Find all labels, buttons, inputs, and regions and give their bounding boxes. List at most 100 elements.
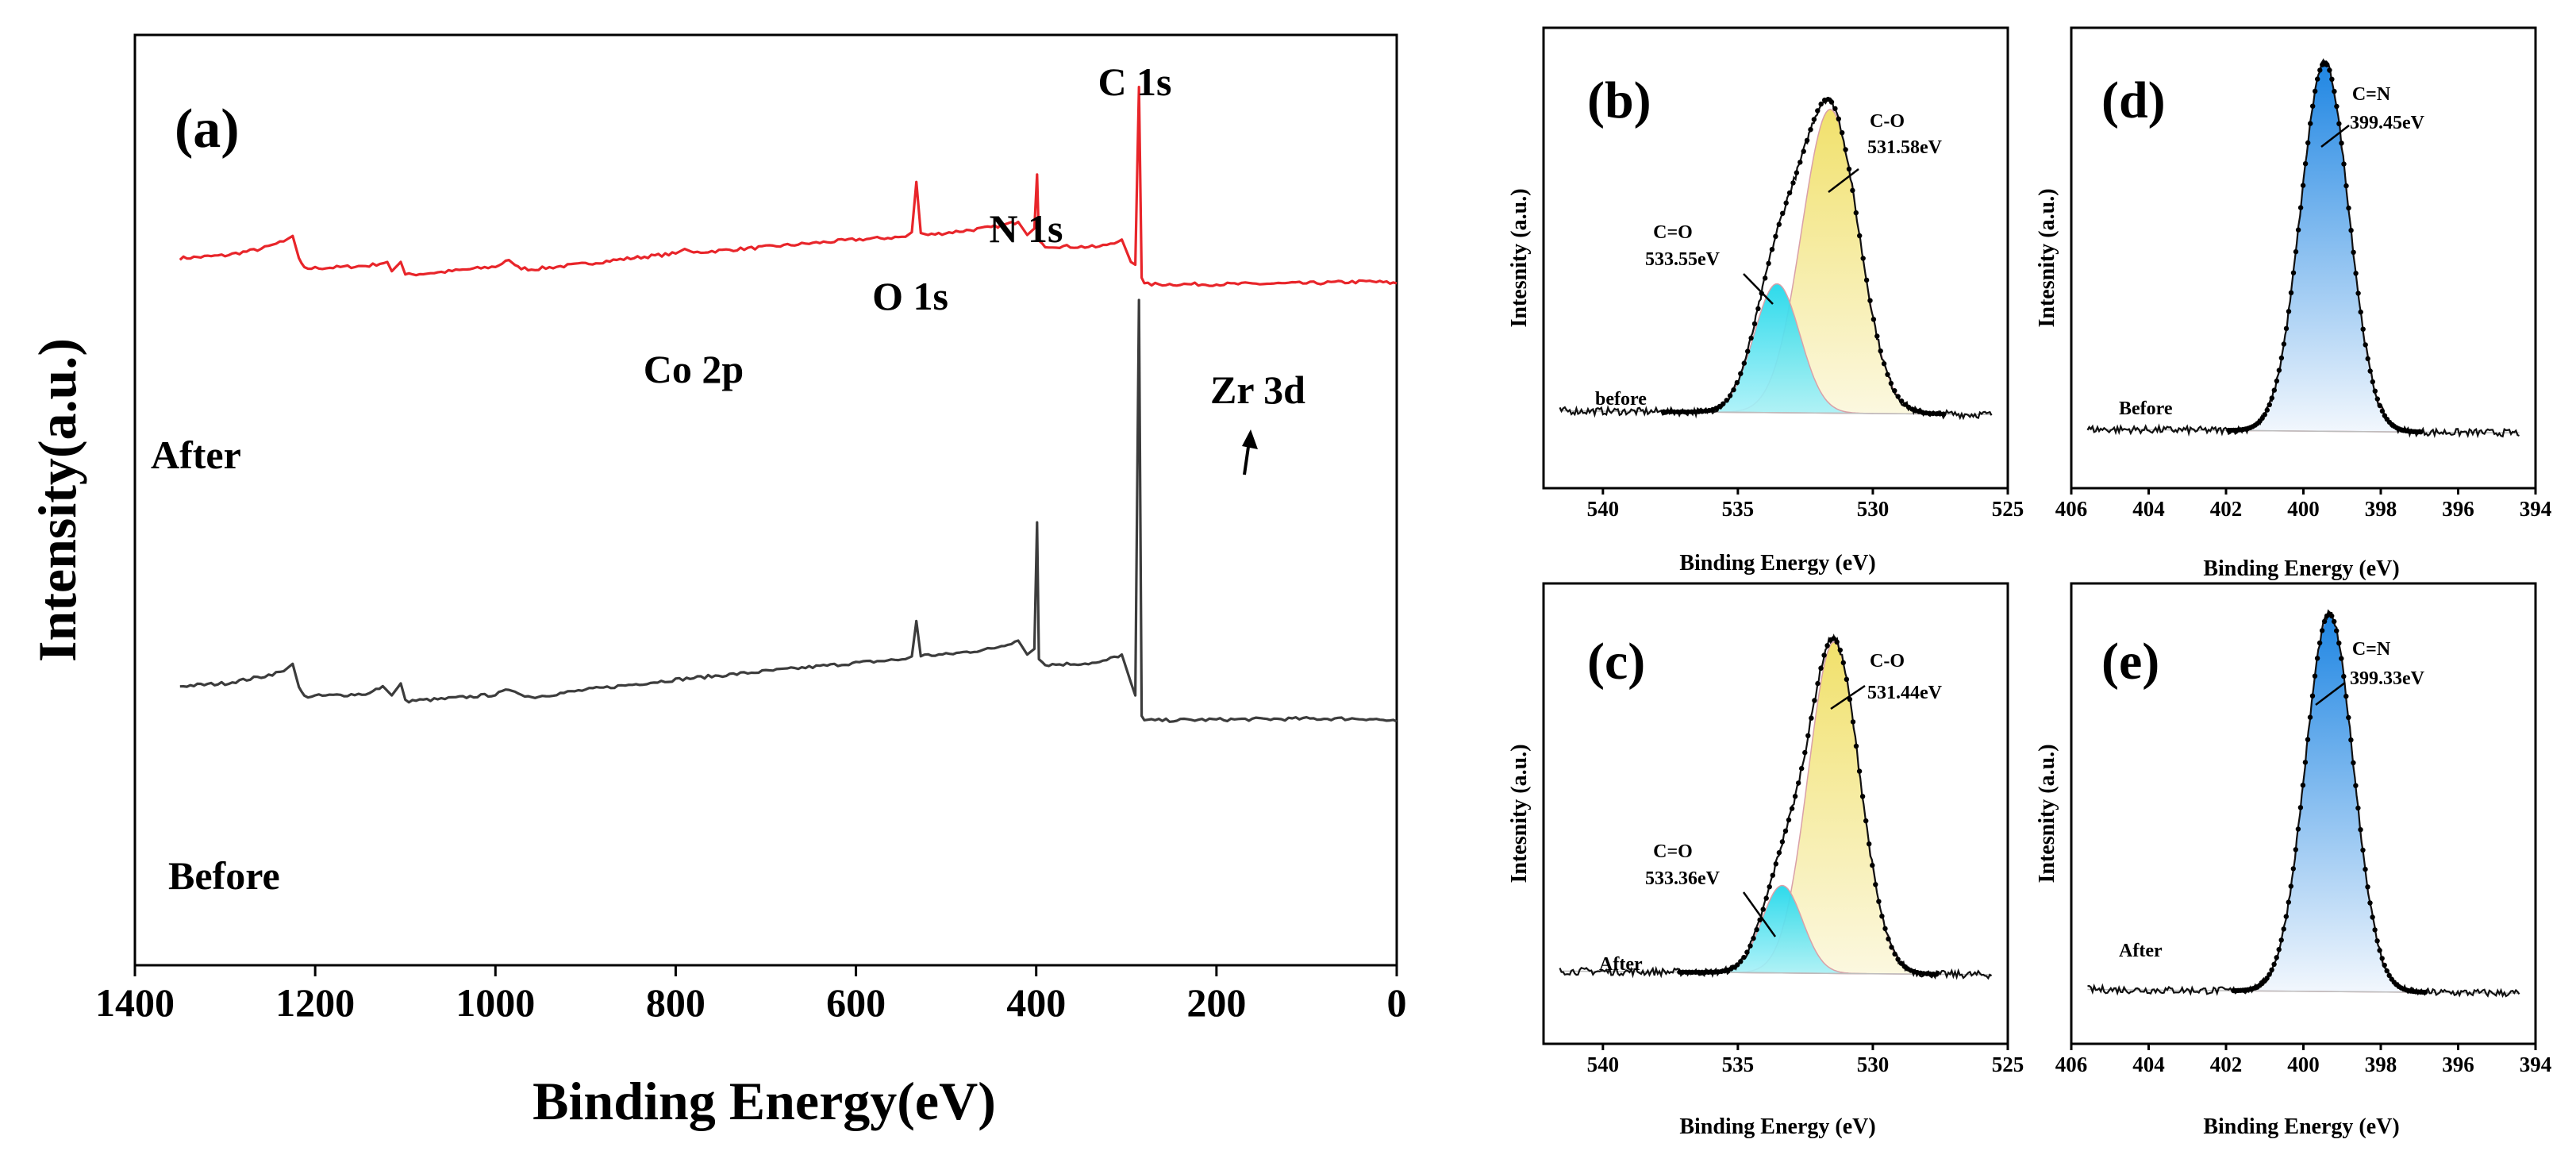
panel-e-xtick-label-394: 394 [2520,1053,2552,1076]
peak-d-cn-pointer [2320,125,2350,148]
fit-envelope-point [1721,401,1726,406]
fit-envelope-point [2288,290,2294,295]
fit-envelope-point [2308,121,2313,126]
fit-envelope-point [2358,309,2363,315]
fit-envelope-point [1674,409,1681,414]
fit-envelope-point [2329,613,2335,619]
fit-envelope-point [1686,409,1691,414]
fit-envelope-point [1863,277,1870,283]
fit-envelope-point [2281,926,2286,932]
panel-a-xlabel: Binding Energy(eV) [533,1071,996,1131]
fit-envelope-point [1773,233,1778,239]
fit-envelope-point [1821,652,1827,658]
fit-envelope-point [1797,160,1803,165]
fit-envelope-point [2312,673,2318,679]
fit-envelope-point [2283,325,2290,332]
fit-envelope-point [2300,783,2306,788]
fit-envelope-point [2305,737,2311,742]
fit-envelope-point [2355,805,2361,811]
fit-envelope-point [1782,828,1789,834]
panel-c-frame [1542,582,2009,1045]
panel-b-label: (b) [1587,71,1651,129]
fit-envelope-point [1792,794,1798,799]
panel-b-xtick-label-525: 525 [1992,497,2024,521]
panel-b-ylabel: Intesnity (a.u.) [1507,188,1532,327]
peak-b-c=o-name: C=O [1653,222,1693,243]
fit-envelope-point [2346,714,2351,721]
peak-c-co-name: C-O [1870,651,1905,672]
fit-envelope-point [2295,227,2301,233]
fit-envelope-point [1741,360,1747,366]
panel-a-frame [133,33,1398,967]
fit-envelope-point [1763,895,1769,901]
fit-envelope-point [1727,393,1733,398]
fit-envelope-point [2339,656,2344,661]
fit-envelope-point [1843,147,1848,152]
fit-envelope-point [1809,715,1814,721]
fit-envelope-point [2379,956,2385,961]
panel-b-ticks: 540 535 530 525 [1587,488,2024,521]
fit-envelope-point [1731,387,1736,393]
fit-envelope-point [2355,291,2361,296]
panel-d-xtick-label-402: 402 [2210,497,2243,521]
panel-c-ylabel: Intesnity (a.u.) [1507,744,1532,883]
fit-envelope-point [1882,926,1888,932]
fit-envelope-point [1661,409,1667,414]
fit-envelope-point [1846,166,1852,172]
fit-envelope-point [1745,348,1751,354]
fit-envelope-point [1805,733,1811,738]
panel-b-xtick-label-540: 540 [1587,497,1620,521]
fit-envelope-point [2297,205,2304,210]
fit-envelope-point [1870,317,1877,322]
peak-e-cn-energy: 399.33eV [2350,668,2425,689]
zr3d-arrow [1242,429,1258,475]
panel-c-data [1559,633,1993,980]
peak-label-n1s: N 1s [989,206,1063,251]
fit-envelope-point [1755,306,1761,312]
fit-envelope-point [1741,954,1747,960]
fit-envelope-point [2360,847,2366,853]
fit-envelope-point [2351,760,2356,766]
peak-c-c=o-name: C=O [1653,841,1693,862]
fit-envelope-point [1734,379,1740,386]
fit-envelope-point [1818,665,1824,671]
panel-a-xtick-label-1200: 1200 [275,980,355,1025]
fit-envelope-point [1779,839,1786,845]
fit-envelope-point [1874,333,1880,339]
panel-a-xtick-label-1400: 1400 [95,980,175,1025]
fit-envelope-point [1878,348,1883,354]
peak-label-co2p: Co 2p [644,347,744,391]
fit-envelope-point [2339,140,2344,146]
fit-envelope-point [2317,67,2323,73]
panel-d-ylabel: Intesnity (a.u.) [2035,188,2059,327]
fit-envelope-point [2418,429,2424,435]
fit-envelope-point [1892,388,1897,394]
fit-envelope-point [2305,140,2311,146]
fit-envelope-point [1783,200,1789,206]
fit-envelope-point [2288,883,2293,889]
panel-c-xtick-label-540: 540 [1587,1053,1620,1076]
panel-e-xtick-label-406: 406 [2055,1053,2088,1076]
fit-envelope-point [1815,108,1821,114]
panel-a-label: (a) [175,98,240,160]
fit-envelope-point [1934,972,1940,977]
panel-c-ticks: 540 535 530 525 [1587,1044,2024,1076]
series-label-after: After [151,433,241,477]
fit-envelope-point [1738,959,1744,964]
fit-envelope-point [1767,884,1772,890]
series-line-after [179,86,1398,287]
fit-envelope-point [1850,719,1856,725]
fit-envelope-point [1776,850,1782,856]
peak-b-c=o-energy: 533.55eV [1645,249,1721,270]
panel-a-survey-spectrum: 1400 1200 1000 800 600 400 200 0 (a) C 1s N 1s … [27,33,1407,1131]
fit-envelope-point [1824,643,1830,649]
fit-envelope-point [2360,326,2366,332]
panel-e-ticks: 406 404 402 400 398 396 394 [2055,1044,2552,1076]
fit-envelope-point [2264,976,2270,981]
fit-envelope-point [1724,398,1729,403]
fit-envelope-point [2295,826,2301,832]
peak-d-cn-name: C=N [2352,84,2391,105]
fit-envelope-point [2332,618,2337,625]
fit-envelope-point [1744,949,1750,955]
